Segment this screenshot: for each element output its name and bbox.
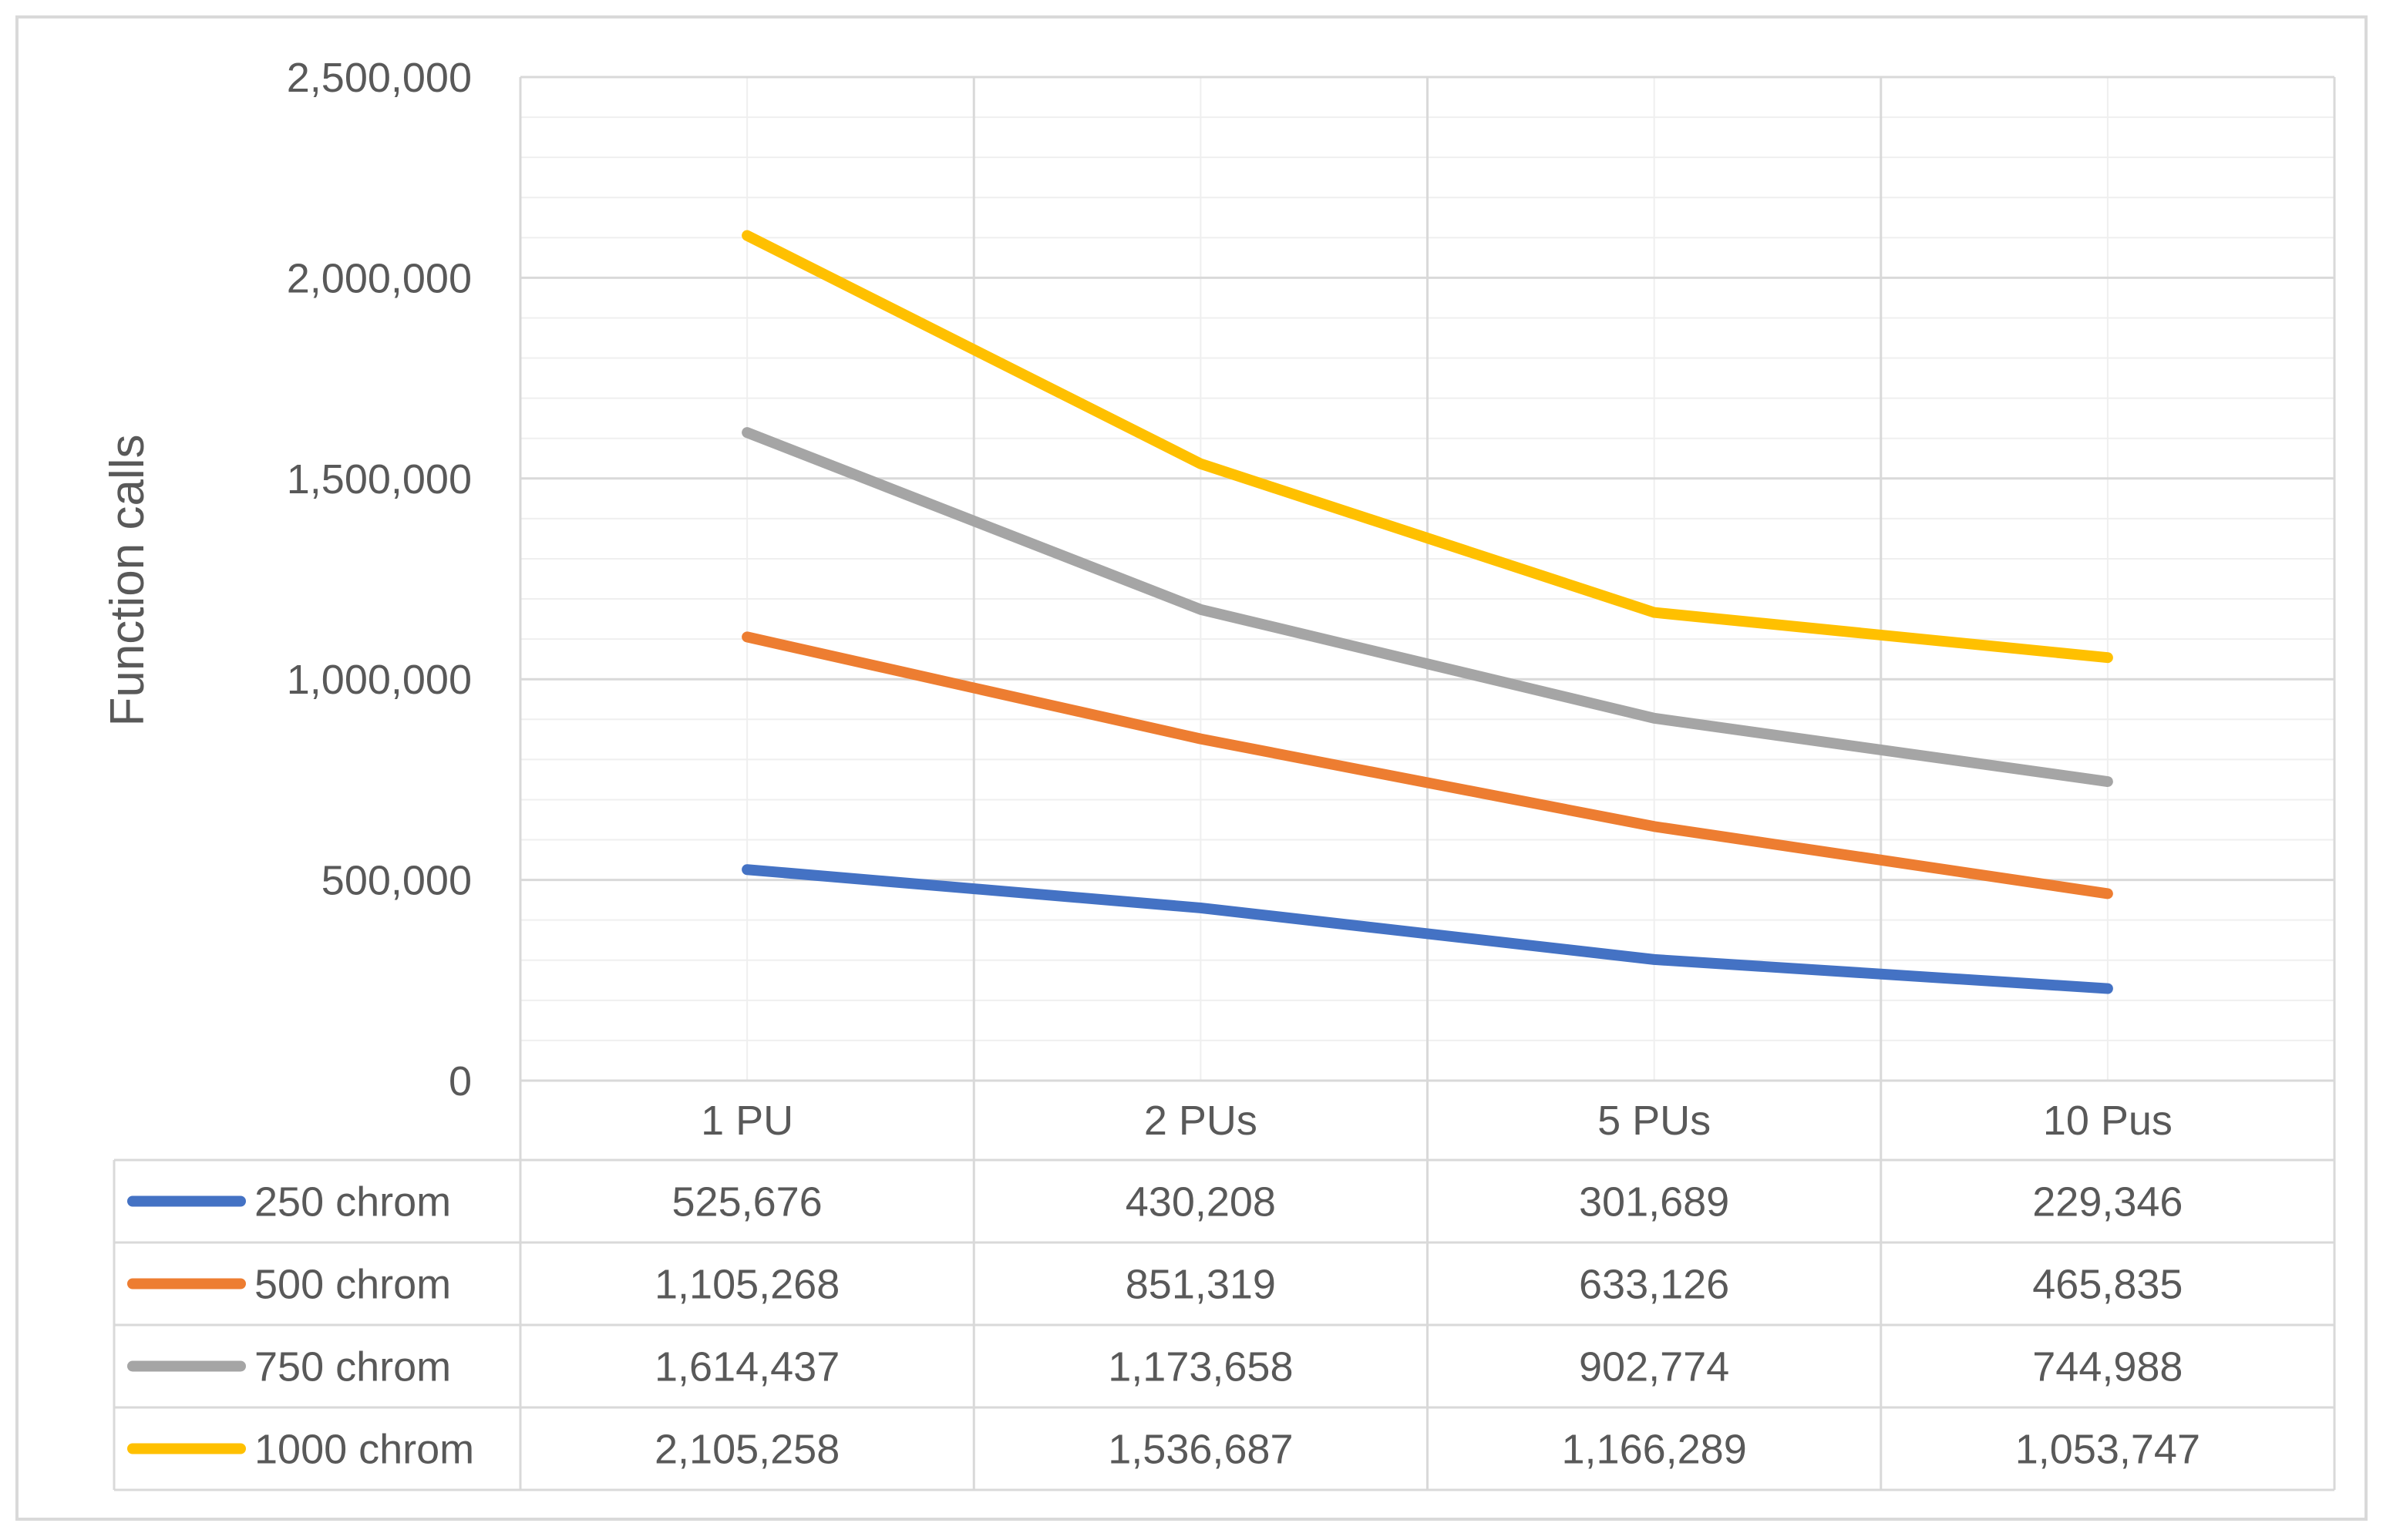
y-tick-label: 500,000 [321,858,472,904]
series-line-250-chrom [742,864,2113,994]
data-point [746,869,748,870]
data-table: 250 chrom 525,676 430,208 301,689 229,346 500… [127,1179,2200,1473]
data-point [1200,609,1201,610]
x-tick-label: 1 PU [701,1098,793,1144]
y-tick-label: 1,500,000 [287,456,472,503]
legend-label: 1000 chrom [254,1427,474,1473]
y-axis-tick-labels: 0 500,000 1,000,000 1,500,000 2,000,000 2,500… [287,55,472,1105]
table-cell-value: 229,346 [2032,1179,2183,1226]
table-cell-value: 430,208 [1126,1179,1276,1226]
table-cell-value: 851,319 [1126,1262,1276,1308]
series-line-1000-chrom [742,230,2113,664]
table-cell-value: 1,173,658 [1108,1344,1293,1390]
table-cell-value: 633,126 [1579,1262,1729,1308]
table-cell-value: 301,689 [1579,1179,1729,1226]
data-point [1200,907,1201,909]
y-tick-label: 2,500,000 [287,55,472,101]
data-point [1200,463,1201,465]
data-point [746,432,748,433]
data-point [2107,657,2109,658]
x-axis-category-labels: 1 PU 2 PUs 5 PUs 10 Pus [701,1098,2173,1144]
series-lines [742,230,2113,994]
table-cell-value: 465,835 [2032,1262,2183,1308]
series-line-750-chrom [742,427,2113,788]
data-point [1200,738,1201,740]
legend-label: 500 chrom [254,1262,451,1308]
data-table-grid [113,1158,2334,1491]
table-cell-value: 744,988 [2032,1344,2183,1390]
y-tick-label: 0 [449,1058,472,1105]
y-tick-label: 1,000,000 [287,657,472,703]
legend-label: 250 chrom [254,1179,451,1226]
series-line-500-chrom [742,631,2113,899]
table-cell-value: 1,614,437 [655,1344,840,1390]
table-cell-value: 902,774 [1579,1344,1729,1390]
x-tick-label: 5 PUs [1597,1098,1711,1144]
table-cell-value: 2,105,258 [655,1427,840,1473]
legend-label: 750 chrom [254,1344,451,1390]
table-cell-value: 1,053,747 [2015,1427,2200,1473]
y-axis-label: Function calls [101,434,154,726]
data-point [2107,893,2109,894]
data-point [2107,988,2109,990]
table-cell-value: 1,536,687 [1108,1427,1293,1473]
x-tick-label: 10 Pus [2043,1098,2173,1144]
table-cell-value: 525,676 [672,1179,823,1226]
data-point [746,235,748,237]
y-tick-label: 2,000,000 [287,255,472,301]
table-cell-value: 1,105,268 [655,1262,840,1308]
x-tick-label: 2 PUs [1144,1098,1257,1144]
table-cell-value: 1,166,289 [1562,1427,1747,1473]
